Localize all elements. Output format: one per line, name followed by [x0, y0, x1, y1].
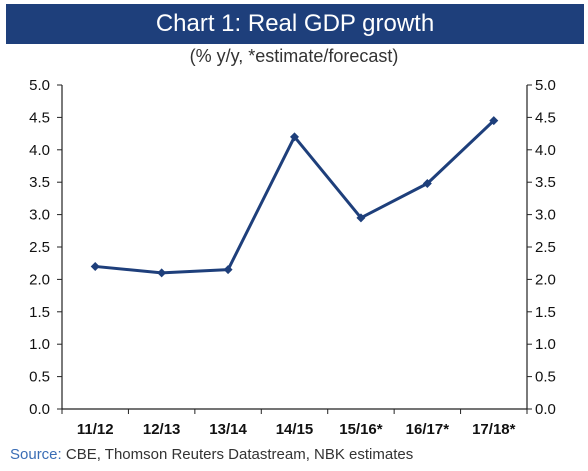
- y-tick-label-left: 0.5: [29, 369, 50, 386]
- y-tick-label-right: 0.5: [535, 369, 556, 386]
- y-tick-label-left: 3.0: [29, 207, 50, 224]
- y-tick-label-right: 4.5: [535, 109, 556, 126]
- data-point: [356, 213, 366, 223]
- data-point: [290, 132, 299, 142]
- source-label: Source:: [10, 446, 62, 463]
- x-tick-label: 11/12: [77, 421, 114, 438]
- y-tick-label-left: 3.5: [29, 174, 50, 191]
- data-point: [422, 178, 432, 188]
- y-tick-label-left: 1.5: [29, 304, 50, 321]
- y-tick-label-right: 3.5: [535, 174, 556, 191]
- x-tick-label: 14/15: [276, 421, 314, 438]
- y-tick-label-left: 1.0: [29, 336, 50, 353]
- data-point: [157, 268, 167, 278]
- y-tick-label-left: 2.5: [29, 239, 50, 256]
- series-line: [95, 119, 495, 275]
- y-tick-label-left: 5.0: [29, 77, 50, 94]
- y-tick-label-left: 2.0: [29, 271, 50, 288]
- y-tick-label-right: 2.0: [535, 271, 556, 288]
- x-tick-label: 13/14: [209, 421, 247, 438]
- x-tick-label: 15/16*: [339, 421, 383, 438]
- y-tick-label-right: 1.0: [535, 336, 556, 353]
- x-tick-label: 12/13: [143, 421, 181, 438]
- source-text: CBE, Thomson Reuters Datastream, NBK est…: [65, 446, 414, 463]
- data-point: [90, 261, 100, 271]
- y-tick-label-left: 0.0: [29, 401, 50, 418]
- y-tick-label-right: 0.0: [535, 401, 556, 418]
- y-tick-label-right: 1.5: [535, 304, 556, 321]
- y-tick-label-right: 2.5: [535, 239, 556, 256]
- chart-subtitle: (% y/y, *estimate/forecast): [189, 46, 399, 66]
- data-point: [223, 265, 233, 275]
- x-tick-label: 17/18*: [472, 421, 516, 438]
- chart-title: Chart 1: Real GDP growth: [6, 4, 584, 44]
- x-tick-label: 16/17*: [406, 421, 450, 438]
- source-note: Source: CBE, Thomson Reuters Datastream,…: [10, 446, 413, 463]
- y-tick-label-left: 4.0: [29, 142, 50, 159]
- data-point: [489, 116, 499, 126]
- y-tick-label-right: 5.0: [535, 77, 556, 94]
- y-tick-label-right: 4.0: [535, 142, 556, 159]
- y-tick-label-left: 4.5: [29, 109, 50, 126]
- y-tick-label-right: 3.0: [535, 207, 556, 224]
